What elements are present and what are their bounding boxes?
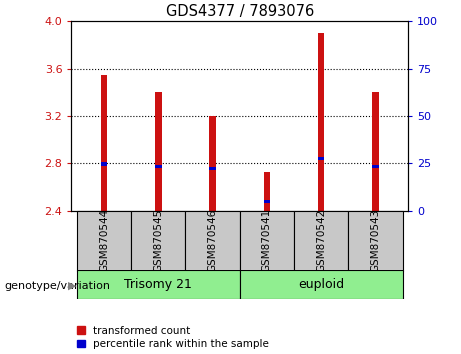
FancyBboxPatch shape xyxy=(348,211,402,271)
FancyBboxPatch shape xyxy=(240,211,294,271)
Text: GSM870545: GSM870545 xyxy=(154,209,163,272)
Text: Trisomy 21: Trisomy 21 xyxy=(124,278,192,291)
FancyBboxPatch shape xyxy=(240,270,402,299)
Bar xyxy=(101,162,107,166)
Text: GSM870546: GSM870546 xyxy=(207,209,218,272)
FancyBboxPatch shape xyxy=(185,211,240,271)
Bar xyxy=(209,167,216,170)
Bar xyxy=(318,33,325,211)
Bar xyxy=(372,92,378,211)
Text: genotype/variation: genotype/variation xyxy=(5,281,111,291)
FancyBboxPatch shape xyxy=(77,211,131,271)
Bar xyxy=(155,92,161,211)
Title: GDS4377 / 7893076: GDS4377 / 7893076 xyxy=(165,4,314,19)
Text: GSM870543: GSM870543 xyxy=(371,209,380,272)
Text: GSM870542: GSM870542 xyxy=(316,209,326,272)
Bar xyxy=(209,116,216,211)
Bar xyxy=(101,74,107,211)
Text: GSM870541: GSM870541 xyxy=(262,209,272,272)
Text: GSM870544: GSM870544 xyxy=(99,209,109,272)
Bar xyxy=(372,165,378,169)
FancyBboxPatch shape xyxy=(77,270,240,299)
FancyBboxPatch shape xyxy=(294,211,348,271)
Legend: transformed count, percentile rank within the sample: transformed count, percentile rank withi… xyxy=(77,326,269,349)
Bar xyxy=(264,200,270,203)
Bar xyxy=(264,172,270,211)
Bar xyxy=(318,157,325,160)
FancyBboxPatch shape xyxy=(131,211,185,271)
Text: euploid: euploid xyxy=(298,278,344,291)
Bar xyxy=(155,165,161,169)
Text: ▶: ▶ xyxy=(68,281,77,291)
